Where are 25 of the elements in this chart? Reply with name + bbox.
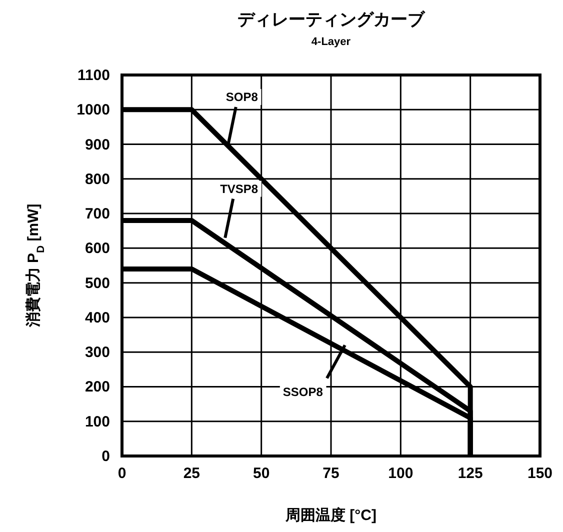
annotation: TVSP8 — [220, 182, 258, 196]
chart-title: ディレーティングカーブ — [238, 10, 426, 29]
annotation: SOP8 — [226, 90, 258, 104]
y-tick-label: 0 — [102, 448, 110, 465]
x-tick-label: 150 — [527, 465, 553, 482]
y-tick-label: 900 — [84, 136, 110, 154]
y-tick-label: 100 — [84, 413, 110, 430]
x-tick-label: 25 — [183, 465, 200, 482]
y-tick-label: 700 — [84, 206, 110, 223]
x-tick-label: 100 — [388, 465, 414, 482]
x-tick-label: 0 — [118, 465, 126, 482]
annotation: SSOP8 — [282, 385, 324, 400]
x-tick-label: 125 — [458, 465, 483, 482]
x-tick-label: 50 — [252, 465, 270, 482]
y-tick-label: 400 — [84, 309, 110, 326]
y-tick-label: 1100 — [77, 67, 110, 84]
x-tick-label: 75 — [322, 465, 340, 482]
y-tick-label: 500 — [84, 274, 110, 292]
y-tick-label: 800 — [84, 170, 110, 188]
y-tick-label: 600 — [84, 240, 110, 258]
x-axis-title: 周囲温度 [°C] — [284, 506, 376, 524]
chart-subtitle: 4-Layer — [311, 36, 352, 48]
y-tick-label: 1000 — [76, 102, 110, 119]
y-tick-label: 300 — [84, 344, 110, 362]
y-tick-label: 200 — [84, 378, 110, 396]
